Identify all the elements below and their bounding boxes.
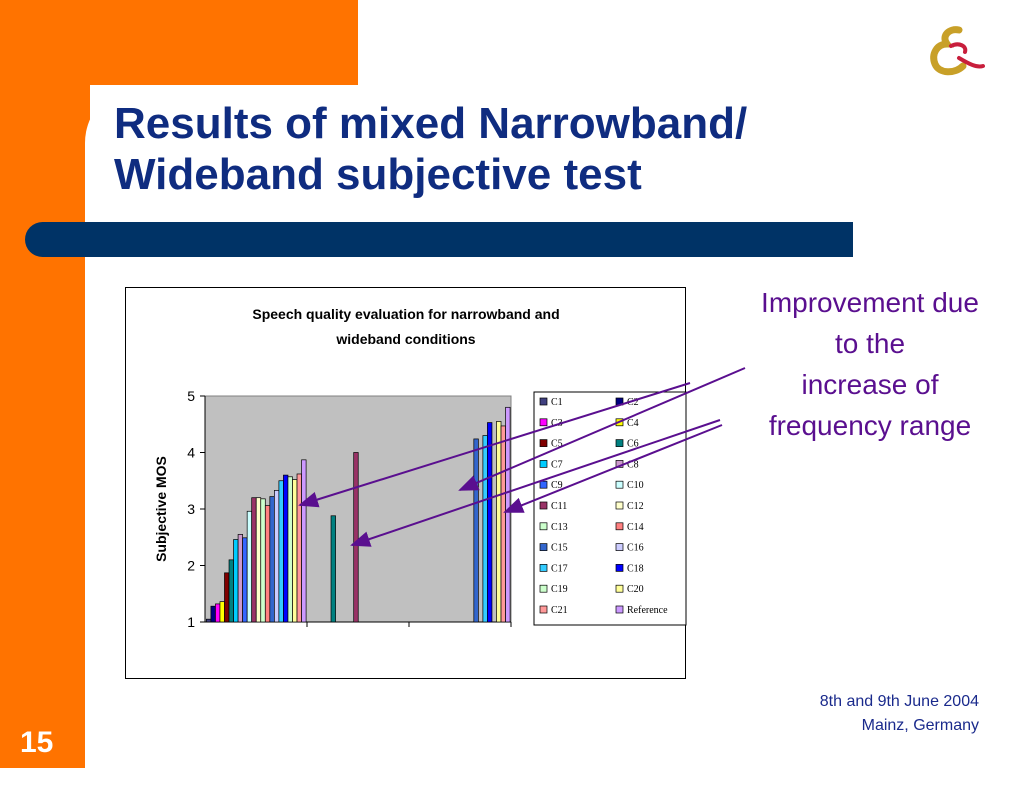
legend-swatch-c12 <box>615 501 624 510</box>
title-divider-bar <box>25 222 853 257</box>
y-tick-label: 4 <box>187 445 195 461</box>
legend-swatch-c8 <box>615 460 624 468</box>
legend-label-c19: C19 <box>551 584 568 595</box>
legend-label-c9: C9 <box>551 480 563 491</box>
bar-c15-group-3 <box>473 438 479 623</box>
y-tick-label: 1 <box>187 614 195 630</box>
bar-c13-group-1 <box>260 498 266 623</box>
legend-label-c17: C17 <box>551 563 568 574</box>
legend-label-c15: C15 <box>551 543 568 554</box>
legend-label-c8: C8 <box>627 459 639 470</box>
legend-swatch-c13 <box>539 522 548 531</box>
legend-label-c20: C20 <box>627 584 644 595</box>
bar-c17-group-1 <box>278 480 284 623</box>
bar-c7-group-1 <box>233 539 239 623</box>
bar-c9-group-1 <box>242 537 248 623</box>
legend-swatch-c3 <box>539 418 548 427</box>
legend-label-c6: C6 <box>627 439 639 450</box>
callout-line-1: Improvement due <box>761 287 979 318</box>
bar-c10-group-1 <box>246 510 253 623</box>
legend-swatch-reference <box>615 605 624 614</box>
bar-c14-group-1 <box>264 505 271 623</box>
legend-label-c13: C13 <box>551 522 568 533</box>
legend-label-reference: Reference <box>627 605 668 616</box>
bar-c5-group-1 <box>224 572 230 623</box>
bar-c20-group-3 <box>496 421 502 623</box>
legend-label-c7: C7 <box>551 459 563 470</box>
bar-c17-group-3 <box>482 435 488 623</box>
bar-c20-group-1 <box>292 479 298 623</box>
footer: 8th and 9th June 2004 Mainz, Germany <box>820 690 979 738</box>
legend-swatch-c10 <box>615 480 624 489</box>
legend-label-c21: C21 <box>551 605 568 616</box>
legend-swatch-c2 <box>615 397 624 406</box>
bar-c12-group-1 <box>255 497 262 623</box>
bar-c6-group-1 <box>228 559 234 623</box>
bar-c2-group-1 <box>210 605 216 623</box>
legend-label-c10: C10 <box>627 480 644 491</box>
bar-c19-group-1 <box>287 476 293 623</box>
chart-title-line-1: Speech quality evaluation for narrowband… <box>252 306 559 322</box>
slide-title: Results of mixed Narrowband/ Wideband su… <box>114 99 748 200</box>
legend-swatch-c19 <box>539 584 548 593</box>
legend-swatch-c20 <box>615 584 624 593</box>
legend-label-c14: C14 <box>627 522 644 533</box>
bar-reference-group-1 <box>301 459 307 623</box>
chart-frame: Speech quality evaluation for narrowband… <box>125 287 687 679</box>
bar-c8-group-1 <box>237 534 243 623</box>
bar-c21-group-1 <box>296 473 302 623</box>
bar-c11-group-1 <box>251 497 257 623</box>
orange-top-band <box>0 0 358 85</box>
legend-swatch-c5 <box>539 439 548 447</box>
footer-location: Mainz, Germany <box>861 717 979 734</box>
chart-svg: Speech quality evaluation for narrowband… <box>153 306 687 630</box>
legend-label-c4: C4 <box>627 418 639 429</box>
legend-label-c12: C12 <box>627 501 644 512</box>
legend-swatch-c15 <box>539 543 548 551</box>
callout-text: Improvement due to the increase of frequ… <box>735 282 1005 446</box>
legend-swatch-c14 <box>615 522 624 531</box>
bar-reference-group-3 <box>505 406 511 623</box>
legend-label-c11: C11 <box>551 501 567 512</box>
y-axis-label: Subjective MOS <box>153 456 169 562</box>
bar-c3-group-1 <box>215 603 221 623</box>
legend-swatch-c16 <box>615 543 624 551</box>
legend-swatch-c4 <box>615 418 624 427</box>
y-tick-label: 3 <box>187 501 195 517</box>
y-tick-label: 5 <box>187 388 195 404</box>
legend-swatch-c1 <box>539 397 548 406</box>
bar-c4-group-1 <box>219 601 225 623</box>
bar-c16-group-1 <box>274 490 280 623</box>
callout-line-2: to the <box>834 328 906 359</box>
legend-swatch-c18 <box>615 564 624 572</box>
legend-label-c2: C2 <box>627 397 639 408</box>
y-tick-label: 2 <box>187 558 195 574</box>
bar-c21-group-3 <box>500 425 506 623</box>
bar-c1-group-1 <box>206 618 212 623</box>
slide-number: 15 <box>20 726 54 759</box>
legend-swatch-c6 <box>615 439 624 447</box>
legend-swatch-c7 <box>539 460 548 468</box>
legend-label-c5: C5 <box>551 439 563 450</box>
bar-c6-group-2 <box>330 515 336 623</box>
bar-c15-group-1 <box>269 496 275 623</box>
legend-swatch-c17 <box>539 564 548 572</box>
callout-line-3: increase of <box>801 369 939 400</box>
logo-icon <box>930 26 985 76</box>
legend-label-c1: C1 <box>551 397 563 408</box>
legend-label-c3: C3 <box>551 418 563 429</box>
legend-swatch-c9 <box>539 480 548 489</box>
legend-label-c18: C18 <box>627 563 644 574</box>
orange-side-band <box>0 0 90 768</box>
bar-c18-group-1 <box>283 474 289 623</box>
bar-c11-group-2 <box>353 452 359 623</box>
legend-label-c16: C16 <box>627 543 644 554</box>
legend-swatch-c21 <box>539 605 548 614</box>
legend-swatch-c11 <box>539 501 548 510</box>
callout-line-4: frequency range <box>768 410 972 441</box>
chart-title-line-2: wideband conditions <box>335 331 475 347</box>
footer-date: 8th and 9th June 2004 <box>819 693 979 710</box>
bar-c18-group-3 <box>487 422 493 623</box>
